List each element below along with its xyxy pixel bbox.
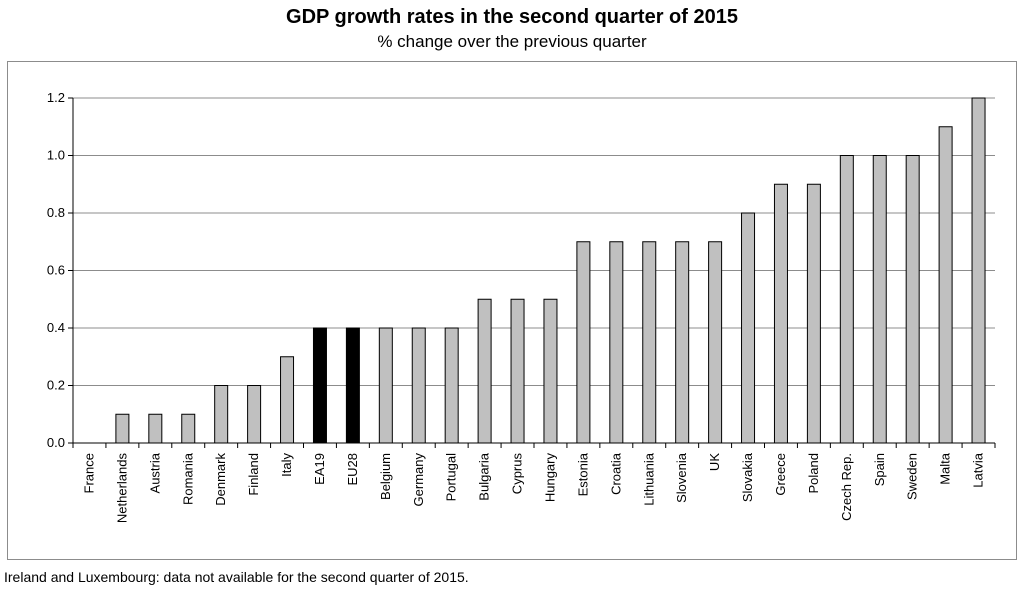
bar-poland bbox=[806, 183, 821, 444]
x-category-label: Denmark bbox=[213, 453, 228, 506]
y-tick-label: 1.2 bbox=[47, 90, 65, 105]
bar-czech-rep- bbox=[839, 155, 854, 444]
bar-germany bbox=[411, 327, 426, 444]
bar-sweden bbox=[905, 155, 920, 444]
y-tick-label: 0.4 bbox=[47, 320, 65, 335]
x-category-label: Netherlands bbox=[114, 453, 129, 524]
x-category-label: Estonia bbox=[575, 452, 590, 496]
footnote: Ireland and Luxembourg: data not availab… bbox=[4, 569, 469, 585]
chart-title: GDP growth rates in the second quarter o… bbox=[286, 6, 738, 28]
x-category-label: Czech Rep. bbox=[839, 453, 854, 521]
x-category-label: France bbox=[81, 453, 96, 493]
bar-hungary bbox=[543, 298, 558, 444]
bar-cyprus bbox=[510, 298, 525, 444]
bar-croatia bbox=[609, 241, 624, 444]
x-category-label: Italy bbox=[279, 453, 294, 477]
bar-denmark bbox=[214, 385, 229, 444]
bar-greece bbox=[773, 183, 788, 444]
y-tick-label: 1.0 bbox=[47, 148, 65, 163]
bar-estonia bbox=[576, 241, 591, 444]
x-category-label: Latvia bbox=[971, 452, 986, 487]
x-category-label: EU28 bbox=[345, 453, 360, 486]
bar-portugal bbox=[444, 327, 459, 444]
x-category-label: Lithuania bbox=[641, 452, 656, 506]
x-category-label: Austria bbox=[147, 452, 162, 493]
bar-belgium bbox=[378, 327, 393, 444]
bar-ea19 bbox=[312, 327, 327, 444]
bar-eu28 bbox=[345, 327, 360, 444]
x-category-label: Romania bbox=[180, 452, 195, 505]
chart-frame bbox=[7, 61, 1017, 560]
chart-subtitle: % change over the previous quarter bbox=[377, 32, 647, 51]
x-category-label: Bulgaria bbox=[477, 452, 492, 500]
bar-uk bbox=[708, 241, 723, 444]
x-category-label: Finland bbox=[246, 453, 261, 496]
x-category-label: Hungary bbox=[542, 453, 557, 503]
bar-spain bbox=[872, 155, 887, 444]
x-category-label: Greece bbox=[773, 453, 788, 496]
x-category-label: Croatia bbox=[608, 452, 623, 495]
bar-austria bbox=[148, 413, 163, 444]
bar-netherlands bbox=[115, 413, 130, 444]
bar-lithuania bbox=[642, 241, 657, 444]
bar-romania bbox=[181, 413, 196, 444]
x-category-label: Germany bbox=[411, 453, 426, 507]
bar-finland bbox=[247, 385, 262, 444]
x-category-label: Spain bbox=[872, 453, 887, 486]
bar-bulgaria bbox=[477, 298, 492, 444]
y-tick-label: 0.0 bbox=[47, 435, 65, 450]
y-tick-label: 0.6 bbox=[47, 263, 65, 278]
x-category-label: Malta bbox=[938, 452, 953, 485]
x-category-label: Poland bbox=[806, 453, 821, 493]
bar-slovenia bbox=[675, 241, 690, 444]
y-tick-label: 0.2 bbox=[47, 378, 65, 393]
x-category-label: Belgium bbox=[378, 453, 393, 500]
x-category-label: EA19 bbox=[312, 453, 327, 485]
x-category-label: UK bbox=[707, 453, 722, 471]
x-category-label: Slovakia bbox=[740, 452, 755, 502]
x-category-label: Slovenia bbox=[674, 452, 689, 503]
bar-latvia bbox=[971, 97, 986, 444]
x-category-label: Portugal bbox=[444, 453, 459, 502]
bar-italy bbox=[280, 356, 295, 444]
bar-malta bbox=[938, 126, 953, 444]
x-category-label: Sweden bbox=[905, 453, 920, 500]
x-category-label: Cyprus bbox=[510, 453, 525, 495]
y-tick-label: 0.8 bbox=[47, 205, 65, 220]
bar-slovakia bbox=[741, 212, 756, 444]
